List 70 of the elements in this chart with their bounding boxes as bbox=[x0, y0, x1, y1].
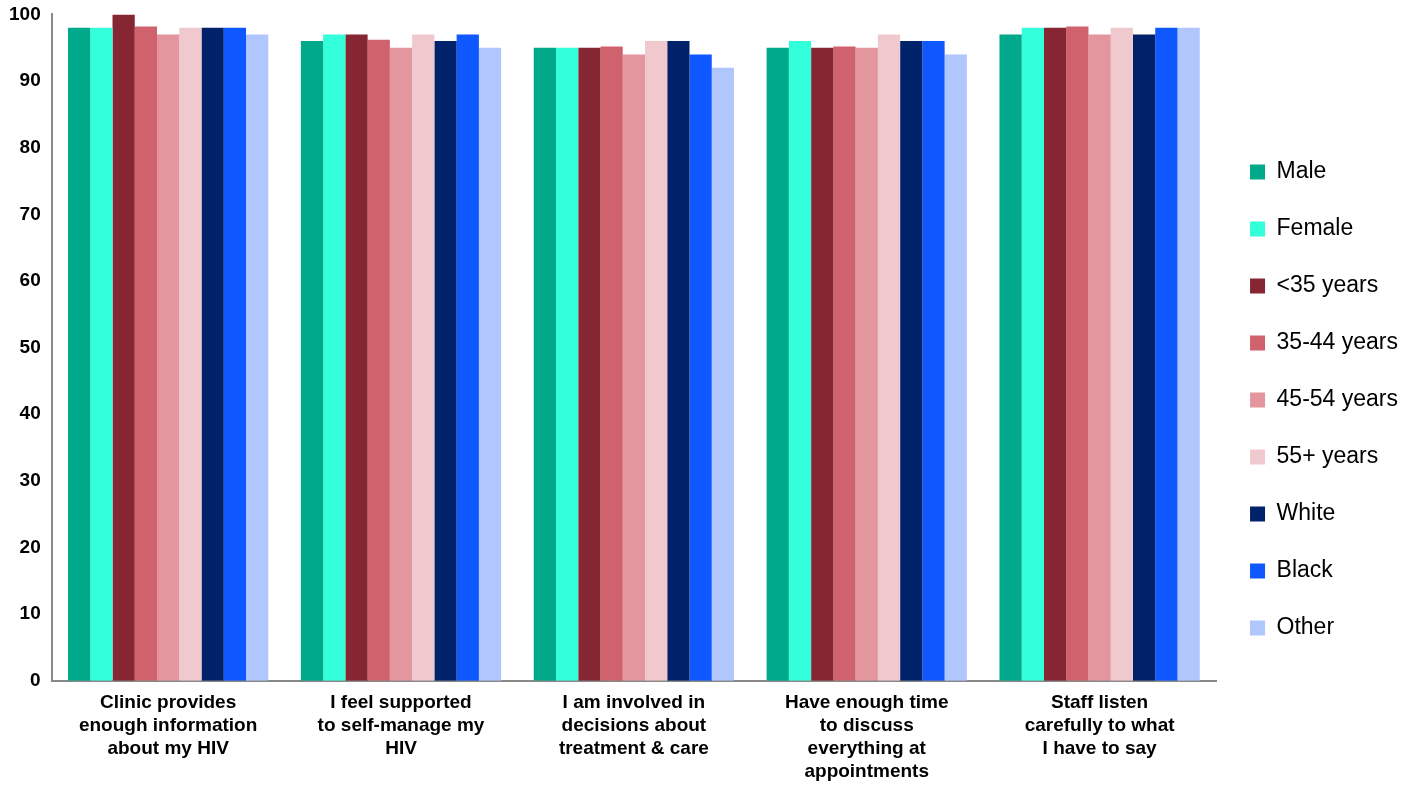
bar bbox=[323, 34, 346, 681]
bar bbox=[533, 47, 556, 681]
legend-label: 55+ years bbox=[1276, 442, 1379, 469]
bar bbox=[788, 41, 812, 681]
bar bbox=[300, 41, 324, 681]
legend-label: Female bbox=[1276, 214, 1354, 241]
bar bbox=[622, 54, 645, 681]
bar bbox=[555, 47, 579, 681]
bar bbox=[689, 54, 712, 681]
bar bbox=[999, 34, 1022, 681]
y-tick-label: 0 bbox=[30, 669, 41, 691]
bar bbox=[600, 46, 623, 681]
y-tick-label: 10 bbox=[19, 602, 41, 624]
bar bbox=[578, 47, 601, 681]
bar bbox=[478, 47, 502, 681]
bar bbox=[645, 41, 668, 681]
bar bbox=[766, 47, 789, 681]
bar bbox=[179, 27, 202, 681]
bar bbox=[900, 41, 923, 681]
bar bbox=[944, 54, 967, 681]
x-tick-label: I am involved in decisions about treatment & care bbox=[558, 691, 709, 759]
bar bbox=[68, 27, 91, 681]
bar bbox=[134, 26, 158, 681]
bar bbox=[201, 27, 224, 681]
x-tick-label: Clinic provides enough information about my HIV bbox=[78, 691, 258, 759]
y-tick-label: 90 bbox=[19, 69, 41, 91]
bar bbox=[922, 41, 945, 681]
y-tick-label: 30 bbox=[19, 469, 41, 491]
bar bbox=[1132, 34, 1156, 681]
bar bbox=[877, 34, 901, 681]
bar bbox=[412, 34, 435, 681]
y-tick-label: 20 bbox=[19, 535, 41, 557]
bar bbox=[367, 39, 390, 681]
bar bbox=[855, 47, 878, 681]
bar bbox=[1110, 27, 1133, 681]
bar bbox=[1155, 27, 1178, 681]
y-tick-label: 80 bbox=[19, 135, 41, 157]
bar bbox=[456, 34, 479, 681]
y-tick-label: 60 bbox=[19, 269, 41, 291]
bar bbox=[833, 46, 856, 681]
y-tick-label: 50 bbox=[19, 335, 41, 357]
legend-label: White bbox=[1276, 499, 1336, 526]
y-tick-label: 70 bbox=[19, 202, 41, 224]
bar bbox=[1043, 27, 1067, 681]
bar bbox=[246, 34, 269, 681]
bar bbox=[1021, 27, 1044, 681]
legend-label: 45-54 years bbox=[1276, 385, 1399, 412]
bar bbox=[389, 47, 413, 681]
x-tick-label: Staff listen carefully to what I have to say bbox=[1024, 691, 1176, 759]
bar bbox=[345, 34, 368, 681]
bar bbox=[711, 67, 735, 681]
y-tick-label: 40 bbox=[19, 402, 41, 424]
bar bbox=[1177, 27, 1200, 681]
legend-label: <35 years bbox=[1276, 271, 1379, 298]
bar bbox=[811, 47, 834, 681]
legend-label: Black bbox=[1276, 556, 1334, 583]
x-tick-label: I feel supported to self-manage my HIV bbox=[317, 691, 485, 759]
legend-label: Male bbox=[1276, 157, 1327, 184]
legend-label: Other bbox=[1276, 613, 1335, 640]
bar bbox=[112, 14, 135, 681]
bar bbox=[434, 41, 457, 681]
bar bbox=[667, 41, 690, 681]
x-tick-label: Have enough time to discuss everything at appointments bbox=[784, 691, 949, 781]
bar bbox=[1088, 34, 1111, 681]
bar bbox=[90, 27, 113, 681]
bar bbox=[1066, 26, 1089, 681]
y-tick-label: 100 bbox=[9, 2, 41, 24]
bar bbox=[223, 27, 247, 681]
legend-label: 35-44 years bbox=[1276, 328, 1399, 355]
bar bbox=[157, 34, 180, 681]
